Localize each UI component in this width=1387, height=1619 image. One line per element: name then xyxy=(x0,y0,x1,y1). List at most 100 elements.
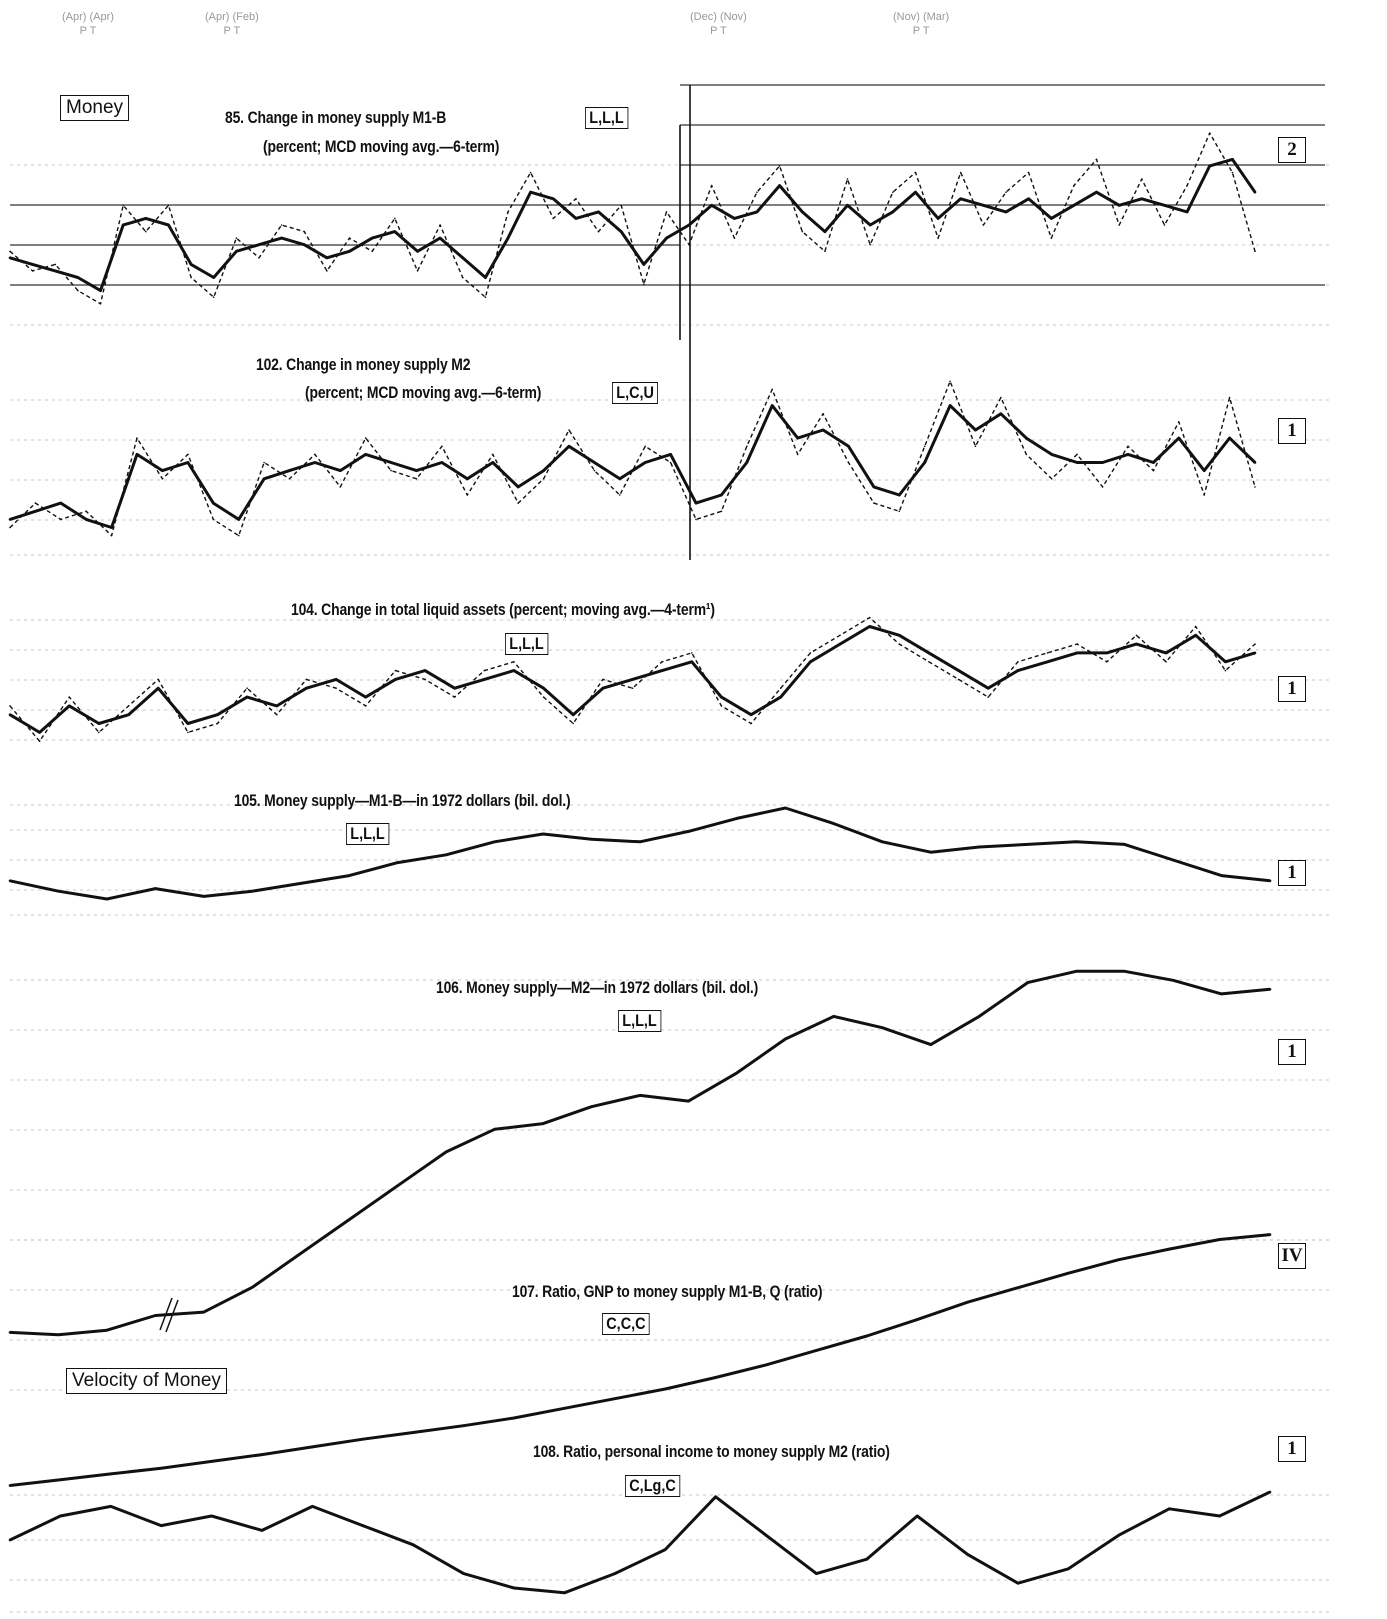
data-point-2-1-6 xyxy=(187,731,189,734)
data-point-2-0-26 xyxy=(779,695,782,699)
data-point-0-0-16 xyxy=(370,236,374,240)
data-point-2-0-5 xyxy=(156,686,160,690)
data-point-1-1-29 xyxy=(746,445,748,448)
data-point-1-1-31 xyxy=(796,453,799,456)
panel-106-title: 106. Money supply—M2—in 1972 dollars (bi… xyxy=(436,978,759,997)
data-point-2-0-38 xyxy=(1135,642,1138,646)
data-point-2-1-32 xyxy=(957,678,960,681)
data-point-2-0-16 xyxy=(483,678,486,681)
data-point-1-1-3 xyxy=(85,510,87,513)
panel-104-scale: 1 xyxy=(1278,676,1306,702)
data-point-2-1-27 xyxy=(809,652,812,654)
data-point-4-0-20 xyxy=(977,1015,981,1018)
data-point-2-1-36 xyxy=(1076,643,1078,645)
data-point-2-1-35 xyxy=(1046,652,1049,654)
data-point-2-0-23 xyxy=(690,660,694,664)
data-point-0-1-26 xyxy=(597,230,600,233)
data-point-1-1-28 xyxy=(720,510,723,513)
data-point-6-0-3 xyxy=(159,1524,163,1527)
data-point-1-1-9 xyxy=(237,534,240,537)
data-point-2-0-31 xyxy=(927,651,931,655)
data-point-2-1-4 xyxy=(127,705,130,707)
panel-107-title: 107. Ratio, GNP to money supply M1-B, Q … xyxy=(512,1282,823,1301)
data-point-1-1-47 xyxy=(1203,494,1205,496)
data-point-0-1-1 xyxy=(31,270,34,272)
data-point-0-0-15 xyxy=(348,250,351,253)
data-point-1-1-25 xyxy=(644,445,646,448)
data-point-2-0-24 xyxy=(720,695,723,699)
panel-107-scale: IV xyxy=(1278,1243,1306,1269)
data-point-1-0-12 xyxy=(313,461,317,464)
data-point-2-1-21 xyxy=(631,687,634,689)
data-point-0-1-13 xyxy=(303,230,306,233)
data-point-1-0-41 xyxy=(1050,453,1053,456)
data-point-1-1-17 xyxy=(441,445,443,448)
data-point-5-0-16 xyxy=(815,1349,818,1352)
data-point-2-0-8 xyxy=(245,695,249,699)
data-point-0-1-34 xyxy=(778,165,781,167)
data-point-0-0-2 xyxy=(54,269,57,273)
data-point-4-0-17 xyxy=(832,1015,836,1018)
data-point-2-0-25 xyxy=(749,713,753,716)
data-point-1-0-33 xyxy=(847,445,850,448)
data-point-0-0-22 xyxy=(506,236,510,240)
data-point-0-1-15 xyxy=(348,237,351,239)
data-point-1-1-18 xyxy=(466,494,469,496)
data-point-0-0-0 xyxy=(8,256,12,260)
data-point-0-0-45 xyxy=(1027,197,1030,201)
data-point-2-0-4 xyxy=(127,713,130,716)
data-point-1-1-48 xyxy=(1228,396,1231,399)
panel-104-title: 104. Change in total liquid assets (perc… xyxy=(291,600,715,619)
data-point-0-0-48 xyxy=(1095,190,1098,194)
data-point-1-0-18 xyxy=(466,477,469,481)
data-point-4-0-15 xyxy=(735,1071,739,1075)
data-point-3-0-16 xyxy=(784,806,787,810)
data-point-5-0-11 xyxy=(563,1407,566,1410)
data-point-2-1-34 xyxy=(1017,661,1019,663)
data-point-2-1-37 xyxy=(1106,661,1108,663)
data-point-6-0-21 xyxy=(1067,1567,1070,1571)
data-point-0-1-45 xyxy=(1027,171,1030,174)
data-point-1-1-35 xyxy=(898,510,901,513)
data-point-4-0-24 xyxy=(1171,979,1175,982)
data-point-2-1-38 xyxy=(1135,634,1138,637)
data-point-4-0-1 xyxy=(57,1333,60,1336)
data-point-5-0-23 xyxy=(1167,1247,1171,1251)
panel-102-scale: 1 xyxy=(1278,418,1306,444)
data-point-1-1-6 xyxy=(161,478,164,480)
data-point-4-0-16 xyxy=(784,1037,787,1041)
data-point-2-1-2 xyxy=(68,696,71,698)
data-point-6-0-10 xyxy=(512,1586,516,1590)
data-point-0-0-34 xyxy=(778,184,781,187)
panel-85-scale: 2 xyxy=(1278,137,1306,163)
data-point-1-1-34 xyxy=(873,502,875,504)
data-point-6-0-9 xyxy=(462,1572,465,1575)
panel-106-scale: 1 xyxy=(1278,1039,1306,1065)
data-point-2-0-41 xyxy=(1224,660,1227,664)
data-point-0-1-54 xyxy=(1231,171,1234,174)
data-point-1-0-13 xyxy=(339,469,342,472)
data-point-0-0-11 xyxy=(257,243,261,246)
data-point-3-0-24 xyxy=(1171,858,1175,862)
data-point-1-1-39 xyxy=(1000,396,1002,399)
data-point-4-0-23 xyxy=(1123,970,1126,973)
data-point-5-0-6 xyxy=(311,1445,314,1449)
data-point-2-1-29 xyxy=(868,616,871,619)
data-point-0-1-18 xyxy=(416,270,419,272)
data-point-6-0-12 xyxy=(613,1572,617,1575)
data-point-0-1-27 xyxy=(620,204,622,207)
data-point-0-0-14 xyxy=(325,256,329,260)
data-point-0-1-20 xyxy=(461,276,464,279)
data-point-1-1-42 xyxy=(1076,453,1078,456)
data-point-1-1-8 xyxy=(212,518,215,521)
data-point-0-1-44 xyxy=(1005,191,1007,193)
data-point-3-0-22 xyxy=(1074,840,1078,844)
data-point-1-0-14 xyxy=(364,453,368,456)
data-point-0-0-33 xyxy=(755,210,759,214)
data-point-1-1-23 xyxy=(593,469,596,472)
data-point-1-0-0 xyxy=(8,518,12,521)
data-point-1-0-7 xyxy=(186,461,190,464)
scale-break-mark-a xyxy=(159,1297,173,1331)
data-point-5-0-8 xyxy=(411,1431,415,1434)
data-point-1-0-27 xyxy=(694,501,698,505)
